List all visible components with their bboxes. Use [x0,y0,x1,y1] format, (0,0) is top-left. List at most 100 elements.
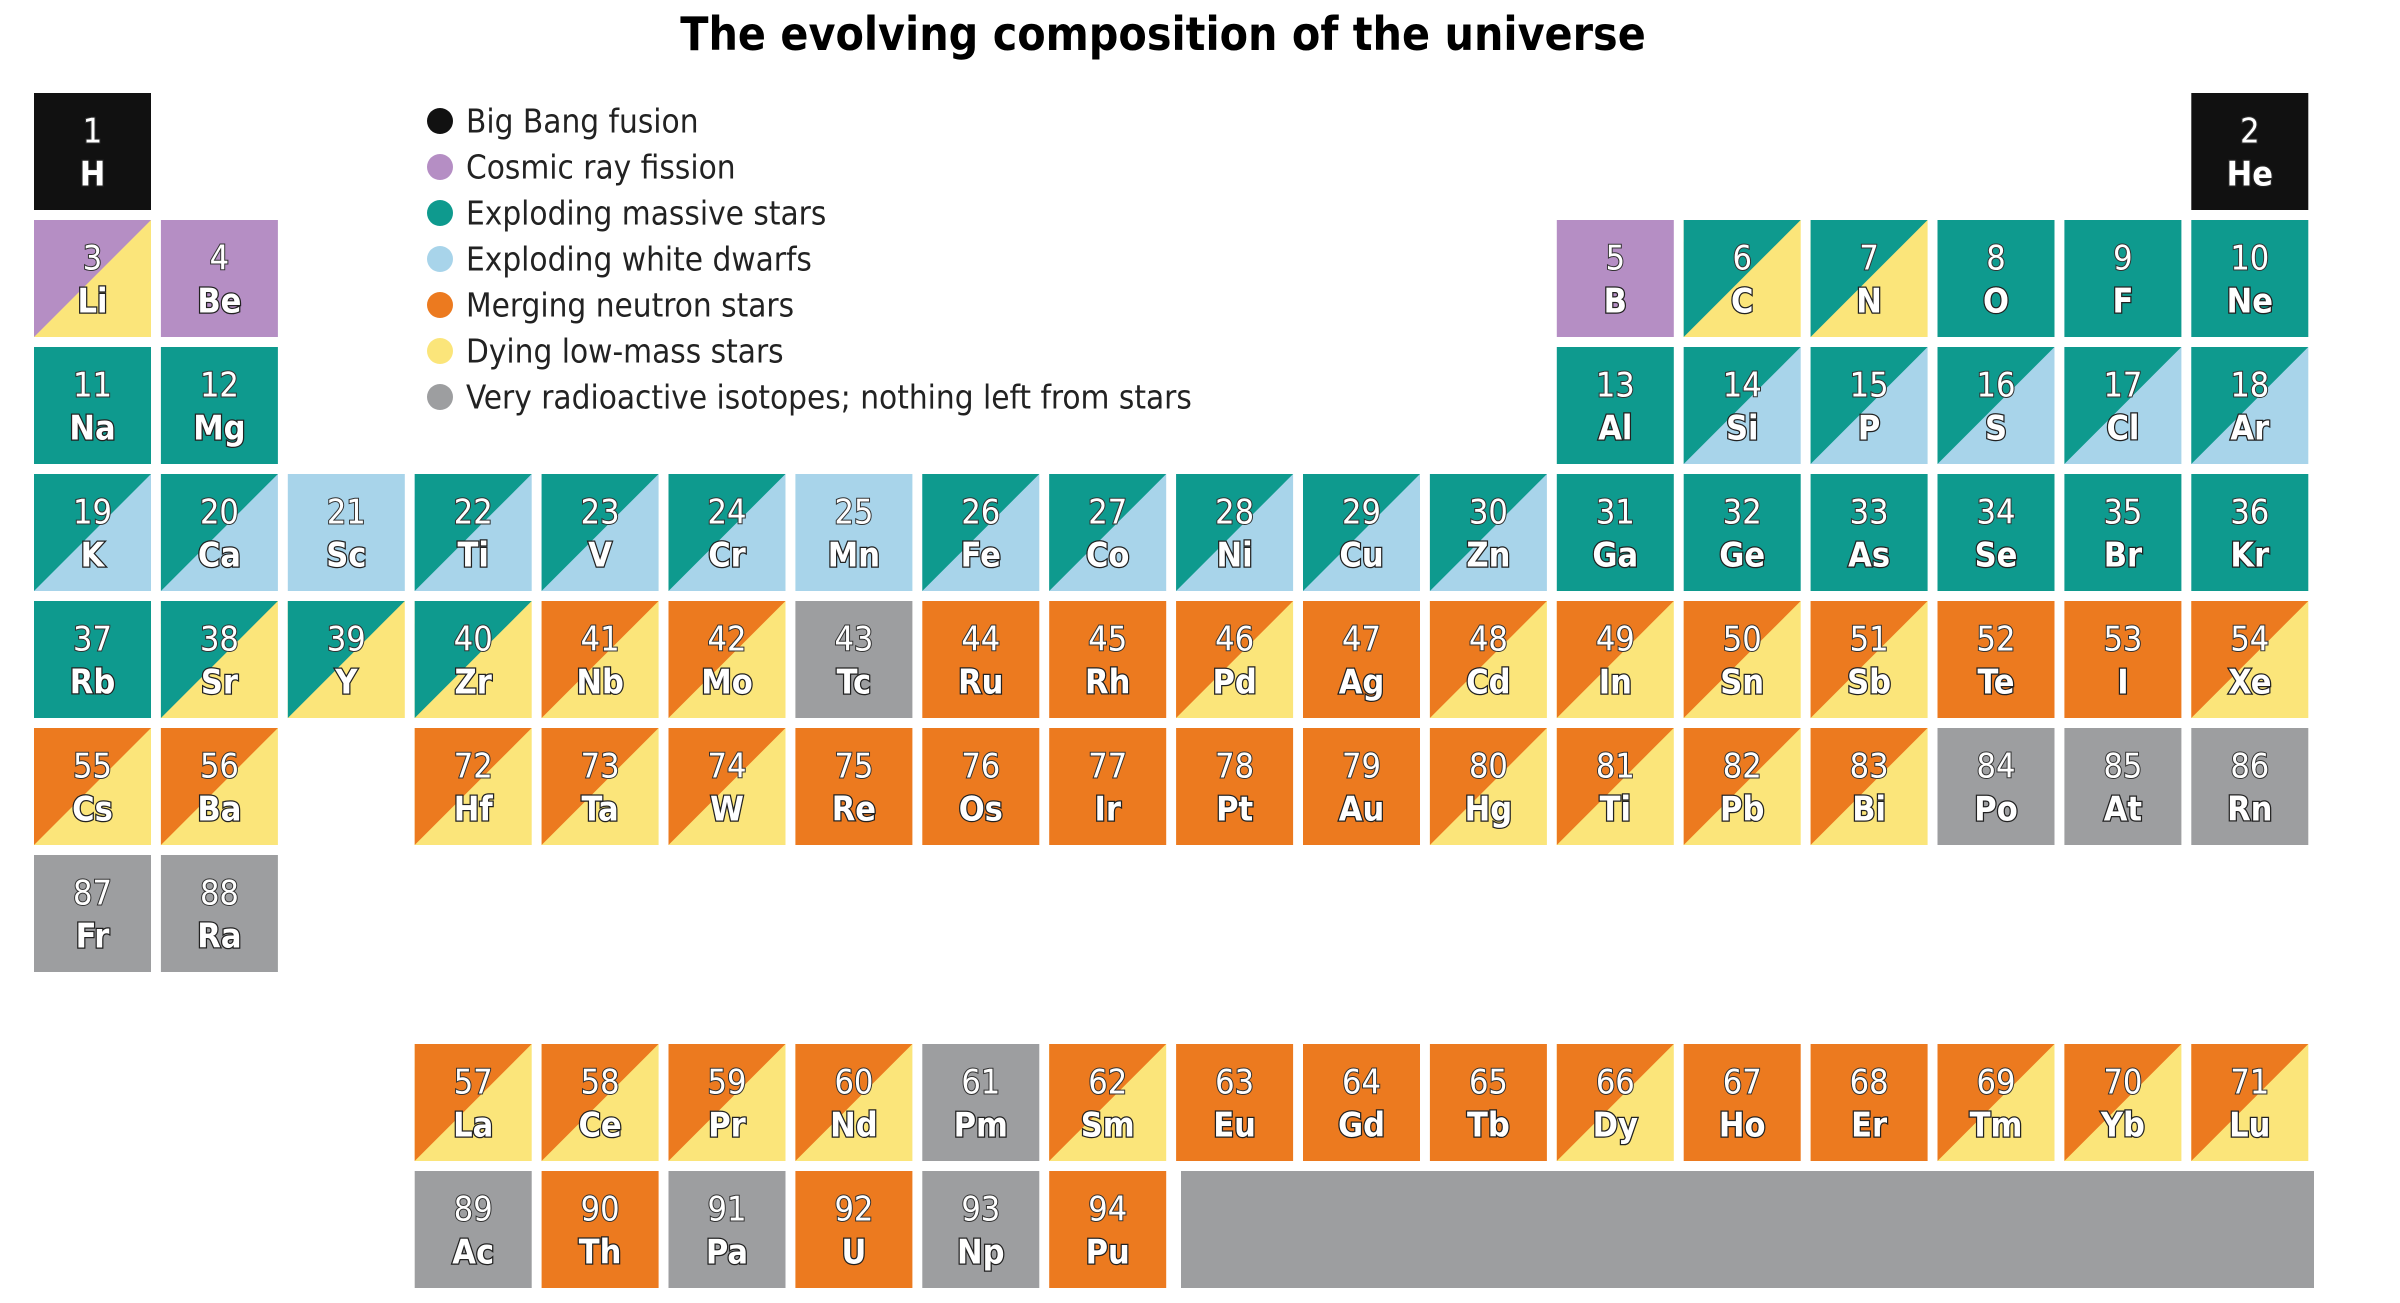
tile-corner [34,474,151,591]
element-number: 26 [961,492,1000,532]
tile-background [922,1171,1040,1288]
tile-corner [1810,601,1928,718]
element-number: 21 [327,492,366,532]
tile-background [1556,347,1674,464]
element-number: 94 [1088,1189,1127,1229]
element-tile: 5B [1556,220,1674,337]
element-symbol: Nd [830,1106,878,1146]
legend-dot [427,108,453,134]
tile-corner [2064,347,2182,464]
tile-background [34,347,151,464]
element-number: 46 [1215,619,1254,659]
element-tile: 92U [795,1171,913,1288]
element-number: 55 [73,746,112,786]
element-number: 33 [1850,492,1889,532]
element-symbol: Ga [1592,536,1638,576]
tile-corner [1429,601,1547,718]
tile-corner [668,474,786,591]
element-number: 63 [1215,1062,1254,1102]
tile-corner [1429,728,1547,845]
element-symbol: At [2104,790,2142,830]
element-symbol: Ir [1094,790,1121,830]
tile-background [1303,728,1420,845]
element-number: 66 [1596,1062,1635,1102]
element-symbol: Rb [70,663,115,703]
tile-background [541,1171,659,1288]
element-number: 1 [83,111,102,151]
element-symbol: V [588,536,612,576]
tile-corner [541,474,659,591]
tile-corner [795,1044,913,1161]
element-symbol: He [2227,155,2273,195]
element-tile: 15P [1810,347,1928,464]
element-symbol: Zn [1466,536,1510,576]
element-number: 28 [1215,492,1254,532]
tile-corner [1556,1044,1674,1161]
element-symbol: Pd [1212,663,1256,703]
tile-corner [160,474,278,591]
element-symbol: Au [1339,790,1384,830]
element-symbol: Ru [958,663,1003,703]
element-symbol: Ra [197,917,241,957]
element-symbol: Br [2104,536,2143,576]
element-number: 10 [2230,238,2269,278]
element-number: 54 [2230,619,2269,659]
element-symbol: Cr [708,536,746,576]
element-symbol: S [1985,409,2007,449]
tile-background [1049,601,1167,718]
element-tile: 2He [2191,93,2309,210]
element-number: 60 [834,1062,873,1102]
element-number: 76 [961,746,1000,786]
element-number: 6 [1732,238,1751,278]
tile-corner [287,601,405,718]
legend-label: Exploding white dwarfs [466,240,812,279]
element-tile: 19K [34,474,151,591]
tile-corner [1049,474,1167,591]
tile-corner [1556,728,1674,845]
element-symbol: Ar [2230,409,2270,449]
element-symbol: Cu [1339,536,1383,576]
tile-background [1556,220,1674,337]
element-number: 80 [1469,746,1508,786]
element-number: 15 [1850,365,1889,405]
element-tile: 1H [34,93,151,210]
element-symbol: Sr [201,663,239,703]
element-symbol: Ac [452,1233,494,1273]
tile-background [1683,1044,1801,1161]
tile-corner [1303,474,1420,591]
element-symbol: In [1599,663,1632,703]
element-number: 89 [454,1189,493,1229]
element-number: 68 [1850,1062,1889,1102]
element-symbol: Po [1974,790,2017,830]
tile-background [34,855,151,972]
element-symbol: Ge [1719,536,1765,576]
element-symbol: Mn [828,536,880,576]
legend-dot [427,384,453,410]
tile-background [1937,220,2055,337]
element-symbol: K [81,536,106,576]
element-number: 9 [2113,238,2132,278]
tile-background [2064,474,2182,591]
element-symbol: Sn [1720,663,1764,703]
element-symbol: B [1604,282,1627,322]
